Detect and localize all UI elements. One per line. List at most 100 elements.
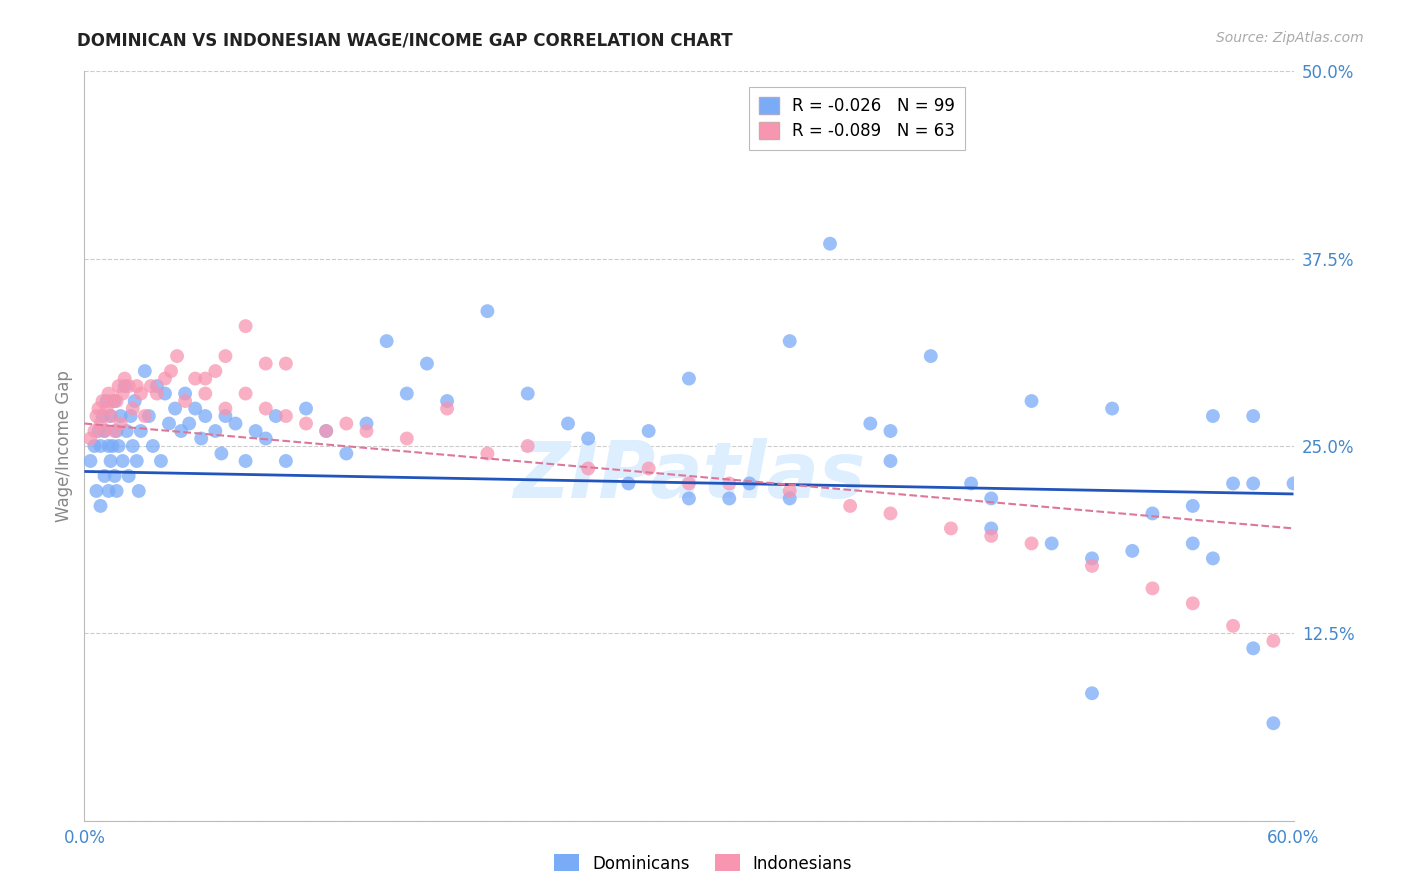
Point	[1021, 536, 1043, 550]
Point	[120, 409, 142, 423]
Point	[1121, 544, 1143, 558]
Point	[124, 394, 146, 409]
Text: DOMINICAN VS INDONESIAN WAGE/INCOME GAP CORRELATION CHART: DOMINICAN VS INDONESIAN WAGE/INCOME GAP …	[77, 31, 733, 49]
Point	[114, 379, 136, 393]
Point	[637, 461, 659, 475]
Text: Source: ZipAtlas.com: Source: ZipAtlas.com	[1216, 31, 1364, 45]
Point	[678, 491, 700, 506]
Point	[678, 371, 700, 385]
Point	[718, 476, 741, 491]
Point	[174, 394, 197, 409]
Point	[1241, 641, 1264, 656]
Point	[678, 476, 700, 491]
Point	[980, 529, 1002, 543]
Point	[637, 424, 659, 438]
Point	[101, 439, 124, 453]
Point	[89, 439, 111, 453]
Point	[121, 439, 143, 453]
Point	[859, 417, 882, 431]
Point	[160, 364, 183, 378]
Point	[436, 401, 458, 416]
Point	[980, 521, 1002, 535]
Point	[86, 409, 108, 423]
Point	[190, 432, 212, 446]
Point	[839, 499, 862, 513]
Point	[516, 386, 538, 401]
Point	[89, 499, 111, 513]
Point	[170, 424, 193, 438]
Point	[1241, 409, 1264, 423]
Point	[375, 334, 398, 348]
Point	[179, 417, 201, 431]
Point	[79, 454, 101, 468]
Point	[153, 386, 176, 401]
Point	[395, 432, 418, 446]
Point	[97, 386, 120, 401]
Point	[184, 401, 207, 416]
Point	[1142, 582, 1164, 596]
Point	[879, 454, 901, 468]
Point	[315, 424, 337, 438]
Point	[1241, 476, 1264, 491]
Point	[96, 394, 118, 409]
Point	[110, 417, 132, 431]
Point	[295, 417, 318, 431]
Text: ZIPatlas: ZIPatlas	[513, 438, 865, 514]
Point	[105, 483, 128, 498]
Point	[129, 424, 152, 438]
Point	[129, 386, 152, 401]
Point	[214, 409, 236, 423]
Point	[254, 357, 277, 371]
Point	[264, 409, 287, 423]
Point	[79, 432, 101, 446]
Point	[97, 483, 120, 498]
Point	[111, 386, 134, 401]
Point	[395, 386, 418, 401]
Point	[1040, 536, 1063, 550]
Point	[245, 424, 267, 438]
Point	[142, 439, 165, 453]
Point	[91, 394, 114, 409]
Point	[1181, 596, 1204, 610]
Point	[93, 424, 115, 438]
Point	[818, 236, 841, 251]
Point	[1101, 401, 1123, 416]
Point	[166, 349, 188, 363]
Point	[960, 476, 983, 491]
Point	[879, 424, 901, 438]
Point	[274, 409, 297, 423]
Point	[91, 409, 114, 423]
Point	[100, 409, 122, 423]
Point	[879, 507, 901, 521]
Point	[1202, 409, 1225, 423]
Point	[89, 417, 111, 431]
Point	[100, 454, 122, 468]
Point	[105, 424, 128, 438]
Point	[779, 491, 801, 506]
Point	[115, 424, 138, 438]
Point	[576, 432, 599, 446]
Point	[516, 439, 538, 453]
Point	[1282, 476, 1305, 491]
Point	[477, 304, 499, 318]
Point	[576, 461, 599, 475]
Point	[335, 446, 357, 460]
Point	[1021, 394, 1043, 409]
Point	[107, 379, 129, 393]
Point	[254, 401, 277, 416]
Point	[118, 379, 141, 393]
Point	[86, 483, 108, 498]
Point	[718, 491, 741, 506]
Point	[83, 424, 105, 438]
Point	[1263, 633, 1285, 648]
Point	[436, 394, 458, 409]
Point	[96, 401, 118, 416]
Point	[121, 401, 143, 416]
Point	[235, 454, 257, 468]
Point	[97, 439, 120, 453]
Point	[104, 469, 127, 483]
Legend: Dominicans, Indonesians: Dominicans, Indonesians	[547, 847, 859, 880]
Point	[356, 417, 378, 431]
Point	[1081, 551, 1104, 566]
Point	[149, 454, 172, 468]
